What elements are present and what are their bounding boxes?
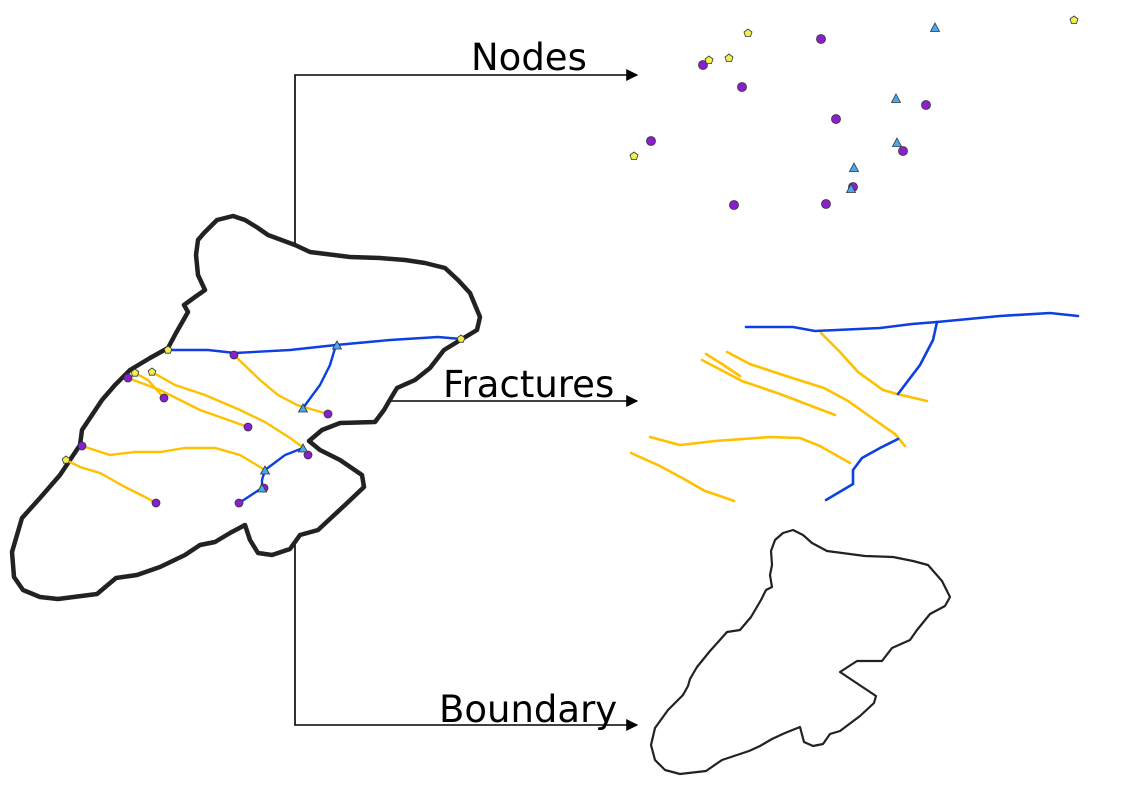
- circle-node-icon: [151, 498, 161, 508]
- combined-fractures-blue: [166, 335, 463, 505]
- circle-node-icon: [243, 422, 253, 432]
- circle-node-icon: [821, 199, 831, 209]
- circle-node-icon: [831, 114, 841, 124]
- circle-node-icon: [77, 441, 87, 451]
- circle-node-icon: [729, 200, 739, 210]
- circle-node-icon: [698, 60, 708, 70]
- arrow-to-boundary: [294, 540, 639, 731]
- pentagon-node-icon: [724, 53, 734, 62]
- pentagon-node-icon: [61, 455, 71, 464]
- triangle-node-icon: [256, 483, 268, 493]
- arrow-to-nodes: [294, 69, 639, 245]
- combined-fractures-yellow: [64, 353, 330, 505]
- triangle-node-icon: [259, 465, 271, 475]
- circle-node-icon: [323, 409, 333, 419]
- fractures-blue: [744, 311, 1080, 502]
- pentagon-node-icon: [1069, 15, 1079, 24]
- circle-node-icon: [737, 82, 747, 92]
- triangle-node-icon: [331, 340, 343, 350]
- fractures-yellow: [629, 331, 929, 503]
- connector-arrows: [294, 69, 639, 731]
- boundary-panel: [649, 528, 952, 776]
- label-fractures: Fractures: [443, 363, 614, 406]
- circle-node-icon: [898, 146, 908, 156]
- label-boundary: Boundary: [439, 688, 617, 731]
- pentagon-node-icon: [629, 151, 639, 160]
- triangle-node-icon: [848, 162, 860, 172]
- label-nodes: Nodes: [471, 36, 587, 79]
- pentagon-node-icon: [456, 334, 466, 343]
- circle-node-icon: [229, 350, 239, 360]
- circle-node-icon: [921, 100, 931, 110]
- pentagon-node-icon: [163, 345, 173, 354]
- circle-node-icon: [123, 373, 133, 383]
- pentagon-node-icon: [743, 28, 753, 37]
- combined-boundary: [9, 213, 483, 602]
- combined-map: [9, 213, 483, 602]
- circle-node-icon: [234, 498, 244, 508]
- fractures-panel: [629, 311, 1080, 503]
- triangle-node-icon: [845, 183, 857, 193]
- circle-node-icon: [159, 393, 169, 403]
- pentagon-node-icon: [130, 368, 140, 377]
- circle-node-icon: [303, 450, 313, 460]
- nodes-panel: [629, 15, 1079, 210]
- pentagon-node-icon: [147, 367, 157, 376]
- triangle-node-icon: [929, 22, 941, 32]
- triangle-node-icon: [297, 403, 309, 413]
- combined-nodes: [61, 334, 466, 508]
- triangle-node-icon: [891, 137, 903, 147]
- triangle-node-icon: [890, 93, 902, 103]
- circle-node-icon: [816, 34, 826, 44]
- pentagon-node-icon: [704, 55, 714, 64]
- triangle-node-icon: [297, 443, 309, 453]
- circle-node-icon: [646, 136, 656, 146]
